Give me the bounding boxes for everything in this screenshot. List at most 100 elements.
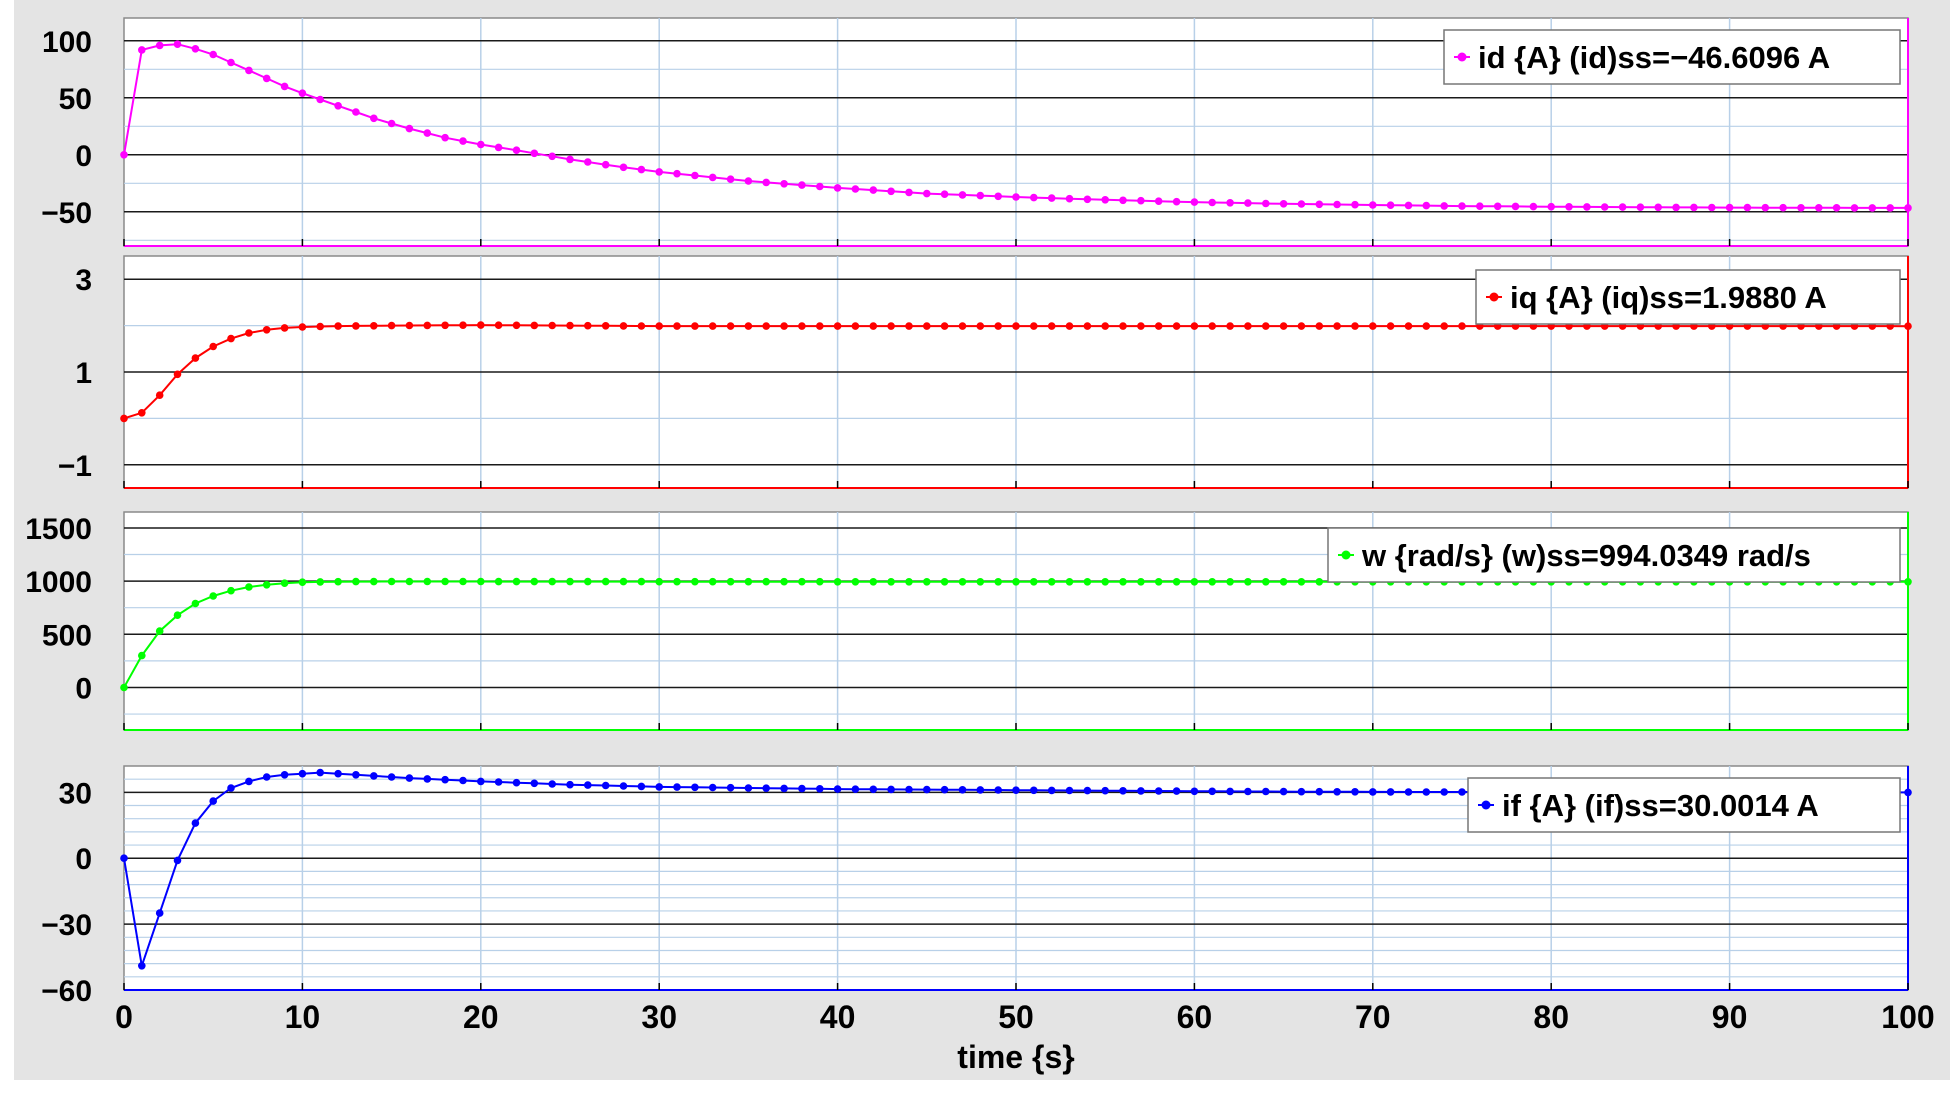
data-point (530, 321, 539, 330)
data-point (851, 785, 860, 793)
data-point (905, 322, 913, 330)
data-point (1297, 322, 1306, 330)
data-point (1172, 322, 1181, 330)
data-point (1083, 786, 1092, 795)
data-point (833, 184, 842, 192)
data-point (923, 189, 931, 198)
data-point (1547, 202, 1555, 211)
y-tick-label: 0 (75, 672, 92, 705)
data-point (637, 782, 646, 791)
data-point (976, 322, 985, 330)
data-point (370, 114, 378, 123)
data-point (477, 321, 485, 329)
legend-box (1467, 777, 1901, 833)
data-point (994, 322, 1002, 330)
data-point (441, 775, 449, 784)
data-point (191, 599, 200, 608)
data-point (744, 322, 753, 330)
data-point (584, 577, 592, 586)
data-point (1279, 200, 1288, 208)
data-point (120, 151, 128, 159)
y-tick-label: −60 (41, 975, 92, 1008)
data-point (869, 785, 878, 794)
data-point (1832, 204, 1841, 212)
data-point (459, 137, 467, 145)
y-tick-label: 1 (75, 357, 92, 390)
data-point (1190, 578, 1199, 586)
data-point (1083, 322, 1092, 330)
data-point (655, 577, 663, 586)
legend: w {rad/s} (w)ss=994.0349 rad/s (1327, 527, 1901, 583)
data-point (708, 577, 717, 586)
data-point (584, 321, 592, 330)
data-point (405, 774, 414, 782)
data-point (1262, 322, 1270, 330)
data-point (352, 771, 360, 779)
y-tick-label: −1 (58, 450, 92, 483)
data-point (155, 627, 164, 635)
data-point (352, 108, 360, 116)
data-point (1886, 204, 1894, 212)
data-point (1315, 787, 1324, 796)
data-point (637, 577, 646, 586)
data-point (1101, 196, 1109, 204)
data-point (1065, 194, 1074, 203)
data-point (816, 182, 824, 191)
data-point (762, 178, 770, 187)
subplot-3: 0 500 1000 1500 w {rad/s} (w)ss=994.0349 rad… (25, 511, 1912, 731)
data-point (566, 321, 574, 330)
y-tick-label: 1000 (25, 566, 92, 599)
data-point (1315, 200, 1324, 209)
data-point (298, 323, 307, 331)
x-tick-label: 70 (1355, 999, 1391, 1035)
data-point (601, 160, 610, 169)
data-point (905, 785, 913, 794)
data-point (209, 592, 217, 600)
data-point (423, 129, 432, 137)
data-point (1030, 786, 1038, 795)
data-point (1154, 787, 1163, 795)
data-point (1690, 203, 1698, 212)
data-point (1386, 201, 1395, 209)
data-point (1351, 322, 1359, 330)
data-point (691, 783, 699, 792)
data-point (1511, 202, 1520, 211)
data-point (1154, 197, 1163, 205)
data-point (1137, 322, 1145, 330)
data-point (138, 962, 146, 970)
data-point (1154, 322, 1163, 330)
subplot-1: −50 0 50 100 id {A} (id)ss=−46.6096 A (41, 17, 1912, 247)
legend-text: if {A} (if)ss=30.0014 A (1502, 788, 1819, 823)
data-point (1636, 203, 1645, 211)
data-point (280, 82, 289, 91)
data-point (1297, 578, 1306, 586)
data-point (245, 583, 253, 591)
data-point (494, 143, 503, 152)
data-point (994, 578, 1002, 586)
data-point (816, 577, 824, 586)
data-point (441, 133, 449, 142)
data-point (566, 780, 574, 789)
data-point (1386, 322, 1395, 330)
data-point (1208, 787, 1216, 796)
data-point (1012, 322, 1020, 330)
data-point (780, 784, 788, 793)
data-point (405, 577, 414, 586)
data-point (923, 578, 931, 586)
data-point (262, 773, 271, 781)
legend-text: w {rad/s} (w)ss=994.0349 rad/s (1361, 538, 1811, 573)
data-point (1065, 786, 1074, 795)
data-point (851, 578, 860, 586)
data-point (619, 163, 628, 172)
data-point (1226, 199, 1234, 207)
legend-marker-swatch (1489, 292, 1499, 302)
data-point (1529, 202, 1538, 211)
data-point (833, 785, 842, 793)
data-point (441, 577, 449, 586)
data-point (887, 187, 895, 196)
data-point (1618, 203, 1627, 211)
data-point (673, 577, 681, 586)
data-point (601, 577, 610, 586)
data-point (1672, 203, 1680, 212)
data-point (887, 322, 895, 330)
